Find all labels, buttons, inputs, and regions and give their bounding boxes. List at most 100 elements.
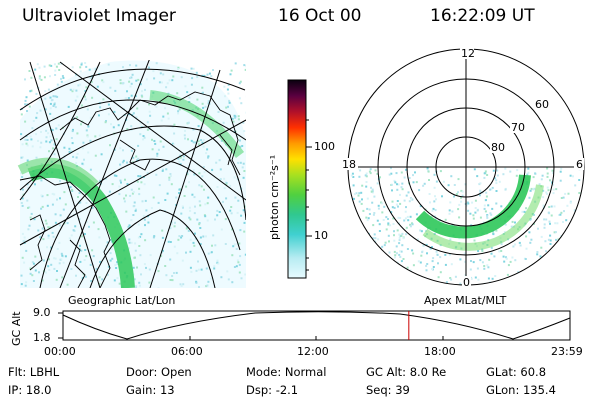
image-pixel	[25, 96, 28, 99]
image-pixel	[540, 269, 543, 272]
image-pixel	[126, 90, 128, 93]
image-pixel	[444, 253, 447, 256]
image-pixel	[180, 76, 183, 79]
image-pixel	[86, 221, 89, 224]
image-pixel	[362, 281, 364, 284]
image-pixel	[422, 244, 425, 247]
image-pixel	[132, 214, 135, 216]
image-pixel	[383, 205, 386, 208]
image-pixel	[184, 85, 187, 88]
image-pixel	[107, 265, 110, 268]
image-pixel	[130, 94, 133, 97]
image-pixel	[358, 192, 361, 195]
image-pixel	[565, 219, 568, 222]
image-pixel	[557, 238, 560, 241]
image-pixel	[200, 92, 203, 95]
image-pixel	[166, 192, 169, 195]
image-pixel	[192, 141, 195, 144]
image-pixel	[187, 229, 190, 232]
image-pixel	[393, 239, 396, 242]
image-pixel	[138, 187, 141, 190]
info-glat: GLat: 60.8	[486, 365, 546, 379]
image-pixel	[529, 189, 532, 192]
image-pixel	[114, 264, 117, 267]
image-pixel	[549, 268, 552, 271]
image-pixel	[548, 220, 551, 223]
image-pixel	[192, 241, 195, 244]
image-pixel	[396, 188, 399, 191]
polar-label-backgrounds	[340, 47, 584, 288]
image-pixel	[85, 202, 88, 204]
image-pixel	[32, 120, 35, 122]
image-pixel	[369, 168, 372, 171]
image-pixel	[356, 215, 359, 218]
image-pixel	[145, 78, 148, 81]
image-pixel	[81, 235, 84, 238]
image-pixel	[483, 267, 486, 270]
image-pixel	[54, 106, 57, 109]
image-pixel	[406, 248, 409, 250]
image-pixel	[189, 218, 192, 221]
image-pixel	[536, 284, 538, 285]
image-pixel	[241, 145, 244, 147]
image-pixel	[109, 86, 112, 89]
image-pixel	[234, 116, 237, 119]
image-pixel	[391, 189, 393, 192]
image-pixel	[233, 266, 236, 268]
image-pixel	[179, 283, 182, 286]
image-pixel	[193, 212, 196, 215]
image-pixel	[399, 193, 401, 196]
image-pixel	[477, 250, 480, 252]
image-pixel	[488, 258, 491, 261]
image-pixel	[183, 195, 186, 197]
image-pixel	[76, 132, 79, 135]
image-pixel	[431, 209, 434, 212]
image-pixel	[110, 238, 112, 241]
image-pixel	[480, 284, 483, 285]
image-pixel	[109, 259, 112, 262]
image-pixel	[177, 157, 180, 160]
image-pixel	[226, 270, 229, 273]
image-pixel	[399, 255, 402, 258]
image-pixel	[152, 236, 155, 239]
image-pixel	[178, 192, 180, 194]
image-pixel	[372, 213, 375, 216]
image-pixel	[169, 258, 172, 261]
image-pixel	[427, 170, 430, 173]
geo-aurora-band	[27, 163, 135, 288]
image-pixel	[495, 182, 498, 185]
image-pixel	[245, 111, 246, 114]
image-pixel	[189, 266, 192, 269]
image-pixel	[490, 213, 493, 216]
image-pixel	[152, 70, 155, 73]
image-pixel	[83, 158, 85, 161]
image-pixel	[547, 189, 550, 192]
image-pixel	[142, 138, 145, 141]
image-pixel	[460, 200, 463, 203]
image-pixel	[56, 83, 59, 86]
image-pixel	[387, 234, 390, 237]
image-pixel	[189, 238, 192, 241]
image-pixel	[545, 263, 548, 266]
image-pixel	[400, 171, 403, 174]
image-pixel	[434, 209, 437, 212]
image-pixel	[383, 244, 386, 247]
image-pixel	[365, 251, 368, 254]
image-pixel	[490, 188, 493, 191]
image-pixel	[43, 65, 46, 68]
image-pixel	[174, 221, 176, 224]
image-pixel	[578, 258, 581, 260]
image-pixel	[491, 207, 494, 210]
image-pixel	[161, 251, 164, 254]
image-pixel	[485, 191, 488, 194]
image-pixel	[517, 271, 520, 273]
image-pixel	[505, 256, 507, 259]
image-pixel	[86, 135, 89, 138]
image-pixel	[549, 239, 552, 242]
image-pixel	[450, 263, 453, 266]
image-pixel	[210, 251, 213, 254]
image-pixel	[536, 253, 539, 256]
image-pixel	[213, 265, 216, 268]
image-pixel	[378, 223, 381, 226]
